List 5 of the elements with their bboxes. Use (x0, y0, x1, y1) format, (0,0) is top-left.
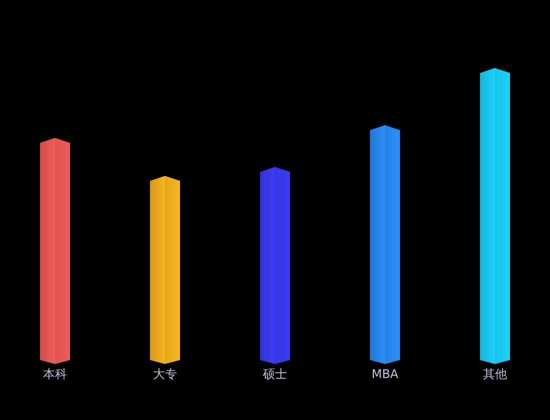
x-tick-label: 大专 (153, 367, 177, 381)
x-tick-label: 本科 (43, 367, 67, 381)
x-tick-label: 其他 (483, 367, 507, 381)
x-tick-label: 硕士 (262, 367, 287, 381)
x-tick-label: MBA (372, 367, 400, 381)
